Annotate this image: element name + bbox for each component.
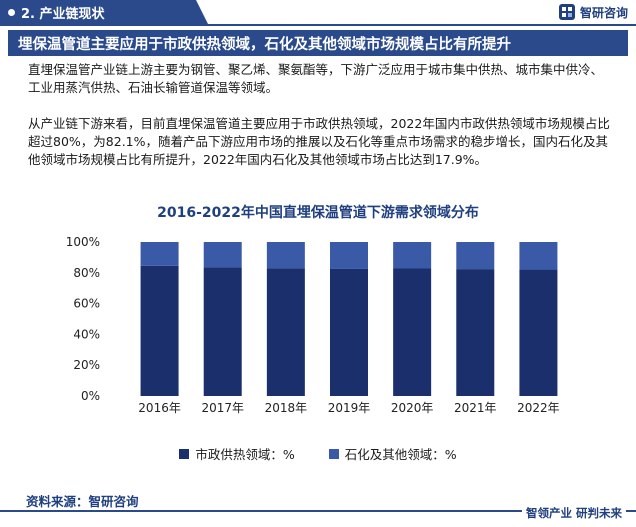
- x-tick-label: 2022年: [517, 401, 560, 415]
- x-tick-label: 2018年: [265, 401, 308, 415]
- bar-municipal-heating: [393, 268, 432, 396]
- header-rule: [0, 24, 636, 26]
- y-tick-label: 20%: [73, 358, 100, 372]
- paragraph-2: 从产业链下游来看，目前直埋保温管道主要应用于市政供热领域，2022年国内市政供热…: [28, 116, 610, 167]
- section-tab: 2. 产业链现状: [0, 0, 208, 24]
- bar-petrochemical-other: [393, 242, 432, 269]
- bar-municipal-heating: [519, 269, 558, 396]
- bar-petrochemical-other: [330, 242, 368, 269]
- bullet-icon: [8, 8, 15, 16]
- y-tick-label: 80%: [73, 266, 100, 280]
- bar-municipal-heating: [266, 268, 305, 396]
- x-tick-label: 2016年: [138, 401, 181, 415]
- x-tick-label: 2021年: [454, 401, 497, 415]
- legend-swatch-petrochemical: [328, 448, 339, 459]
- bar-petrochemical-other: [140, 242, 179, 266]
- x-tick-label: 2019年: [328, 401, 371, 415]
- paragraph-1: 直埋保温管产业链上游主要为钢管、聚乙烯、聚氨酯等，下游广泛应用于城市集中供热、城…: [28, 62, 604, 95]
- bar-municipal-heating: [330, 268, 368, 396]
- y-tick-label: 0%: [81, 389, 100, 403]
- stacked-bar-chart: 0% 20% 40% 60% 80% 100% 2016年 2017年 2018年 2019年 20…: [66, 235, 560, 415]
- bar-municipal-heating: [140, 265, 179, 396]
- section-label: 2. 产业链现状: [21, 6, 105, 22]
- bar-petrochemical-other: [203, 242, 242, 268]
- footer-rule: [0, 510, 636, 512]
- headline-banner: 埋保温管道主要应用于市政供热领域，石化及其他领域市场规模占比有所提升: [8, 30, 628, 56]
- bar-municipal-heating: [203, 267, 242, 396]
- legend-item-municipal: 市政供热领域：%: [179, 444, 295, 463]
- legend-label-petrochemical: 石化及其他领域：%: [344, 447, 457, 462]
- legend-item-petrochemical: 石化及其他领域：%: [328, 444, 457, 463]
- slogan: 智领产业 研判未来: [521, 505, 626, 521]
- brand-name: 智研咨询: [579, 5, 628, 20]
- x-tick-label: 2020年: [391, 401, 434, 415]
- bar-petrochemical-other: [519, 242, 558, 270]
- y-tick-label: 40%: [73, 327, 100, 341]
- brand: 智研咨询: [558, 3, 628, 21]
- legend-label-municipal: 市政供热领域：%: [195, 447, 295, 462]
- brand-logo-icon: [558, 4, 575, 20]
- bar-municipal-heating: [456, 269, 495, 396]
- chart-title: 2016-2022年中国直埋保温管道下游需求领域分布: [157, 205, 479, 221]
- source-note: 资料来源：智研咨询: [26, 494, 139, 509]
- chart-legend: 市政供热领域：% 石化及其他领域：%: [0, 444, 636, 463]
- top-bar: 2. 产业链现状 智研咨询: [0, 0, 636, 26]
- bar-petrochemical-other: [266, 242, 305, 269]
- headline-text: 埋保温管道主要应用于市政供热领域，石化及其他领域市场规模占比有所提升: [18, 36, 511, 53]
- x-tick-label: 2017年: [201, 401, 244, 415]
- legend-swatch-municipal: [179, 448, 190, 459]
- y-tick-label: 60%: [73, 297, 100, 311]
- y-tick-label: 100%: [66, 235, 100, 249]
- bar-petrochemical-other: [456, 242, 495, 270]
